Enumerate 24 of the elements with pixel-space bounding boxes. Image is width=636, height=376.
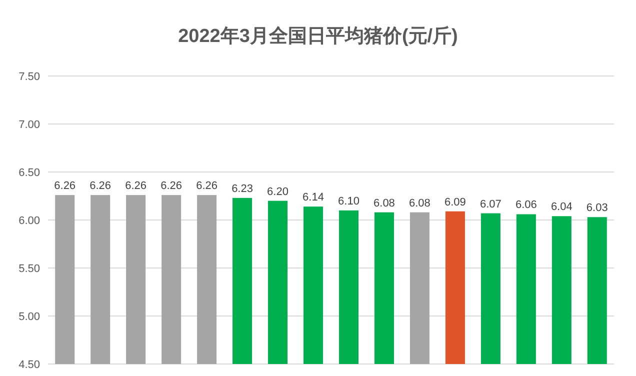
y-tick-label: 5.50	[18, 262, 40, 275]
chart-title: 2022年3月全国日平均猪价(元/斤)	[178, 25, 458, 47]
data-label: 6.03	[586, 202, 608, 214]
data-label: 6.26	[160, 180, 182, 192]
y-tick-label: 6.50	[18, 166, 40, 179]
data-label: 6.07	[480, 198, 502, 210]
data-label: 6.08	[374, 197, 395, 210]
data-label: 6.26	[90, 180, 112, 192]
data-label: 6.08	[409, 197, 430, 210]
y-tick-label: 6.00	[18, 214, 40, 227]
y-tick-label: 7.00	[18, 118, 40, 131]
data-label: 6.10	[338, 195, 360, 208]
y-tick-label: 5.00	[18, 310, 40, 323]
y-tick-label: 4.50	[18, 358, 40, 371]
data-label: 6.06	[515, 199, 537, 212]
data-label: 6.26	[125, 180, 147, 192]
data-label: 6.14	[302, 192, 324, 204]
data-label: 6.23	[232, 182, 253, 195]
y-tick-label: 7.50	[18, 70, 40, 83]
data-label: 6.26	[196, 180, 218, 192]
data-label: 6.04	[550, 201, 572, 214]
data-label: 6.26	[54, 180, 76, 192]
data-label: 6.20	[267, 186, 288, 198]
data-label: 6.09	[444, 196, 466, 208]
